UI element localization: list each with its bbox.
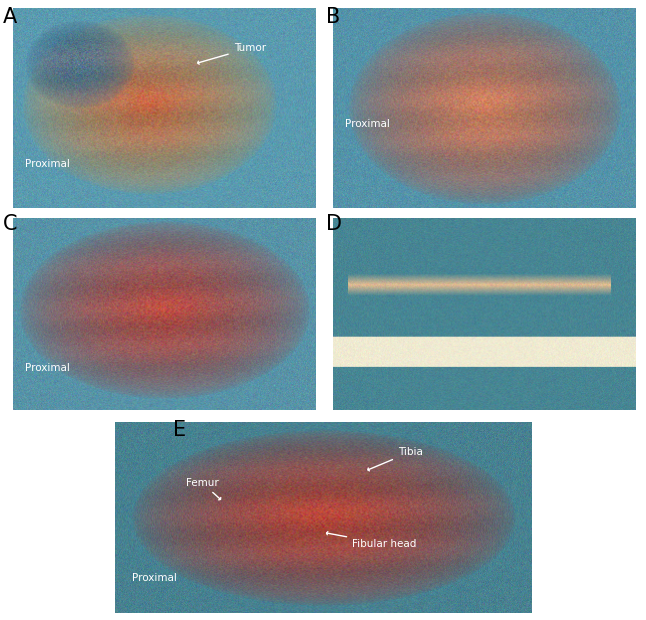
Text: Proximal: Proximal	[25, 363, 70, 373]
Text: B: B	[326, 7, 340, 27]
Text: Fibular head: Fibular head	[326, 532, 417, 549]
Text: A: A	[3, 7, 17, 27]
Text: Tumor: Tumor	[198, 43, 266, 64]
Text: E: E	[173, 420, 186, 440]
Text: Tibia: Tibia	[368, 447, 422, 471]
Text: C: C	[3, 214, 17, 234]
Text: Proximal: Proximal	[132, 573, 176, 583]
Text: D: D	[326, 214, 342, 234]
Text: Proximal: Proximal	[345, 119, 390, 129]
Text: Proximal: Proximal	[25, 159, 70, 169]
Text: Femur: Femur	[185, 477, 221, 500]
